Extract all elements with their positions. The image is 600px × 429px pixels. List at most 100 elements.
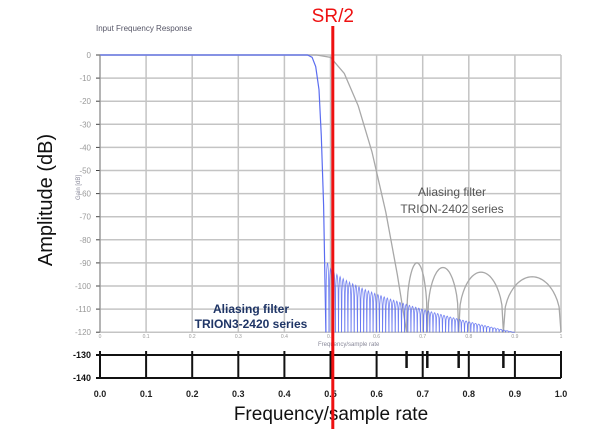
inner-x-tick-label: 0 — [99, 334, 102, 340]
trion-2402-sidelobe — [426, 266, 460, 333]
trion3-2420-sidelobe — [486, 325, 491, 333]
trion3-2420-sidelobe — [397, 301, 402, 333]
inner-x-tick-label: 0.7 — [419, 334, 426, 340]
trion3-2420-sidelobe — [388, 298, 393, 333]
trion3-2420-sidelobe — [347, 280, 352, 333]
trion3-2420-sidelobe — [432, 312, 437, 333]
trion3-2420-sidelobe — [401, 302, 405, 333]
trion3-2420-sidelobe — [344, 279, 349, 333]
y-axis-title: Amplitude (dB) — [35, 134, 57, 266]
trion3-2420-sidelobe — [429, 311, 434, 333]
trion3-2420-sidelobe — [334, 273, 339, 333]
trion3-2420-sidelobe — [505, 330, 509, 333]
trion-2402-passband-curve — [100, 54, 408, 333]
annotation-trion-2402-line2: TRION-2402 series — [400, 202, 503, 216]
trion3-2420-sidelobe — [410, 305, 415, 333]
trion3-2420-sidelobe — [360, 287, 365, 333]
trion3-2420-sidelobe — [501, 329, 506, 333]
y-tick-label: -90 — [79, 259, 91, 268]
inner-y-axis-label: Gain [dB] — [76, 175, 82, 200]
trion3-2420-sidelobe — [426, 310, 431, 333]
y-tick-label: -20 — [79, 97, 91, 106]
trion3-2420-sidelobe — [375, 293, 380, 333]
trion-2402-sidelobe — [405, 262, 428, 333]
inner-x-tick-label: 0.2 — [189, 334, 196, 340]
inner-x-tick-label: 0.6 — [373, 334, 380, 340]
trion3-2420-sidelobe — [420, 308, 424, 333]
x-tick-label: 0.7 — [416, 389, 429, 399]
trion3-2420-sidelobe — [353, 284, 358, 333]
trion3-2420-sidelobe — [508, 331, 513, 333]
trion3-2420-sidelobe — [325, 262, 330, 333]
trion3-2420-sidelobe — [473, 322, 478, 333]
sr-half-marker-label: SR/2 — [312, 6, 354, 27]
trion3-2420-sidelobe — [479, 324, 484, 333]
trion3-2420-sidelobe — [369, 291, 374, 333]
trion3-2420-sidelobe — [435, 313, 440, 333]
trion3-2420-sidelobe — [363, 288, 368, 333]
trion3-2420-sidelobe — [489, 326, 494, 333]
y-tick-label: -40 — [79, 143, 91, 152]
trion3-2420-sidelobe — [357, 285, 361, 333]
trion-2402-sidelobe — [502, 276, 562, 333]
x-tick-label: 0.6 — [370, 389, 383, 399]
trion3-2420-sidelobe — [438, 313, 443, 333]
x-tick-label: 0.5 — [324, 389, 337, 399]
trion3-2420-sidelobe — [341, 277, 346, 333]
trion3-2420-passband-curve — [100, 54, 327, 333]
inner-x-tick-label: 0.9 — [511, 334, 518, 340]
trion3-2420-sidelobe — [445, 315, 450, 333]
x-axis-title: Frequency/sample rate — [234, 404, 428, 425]
trion3-2420-sidelobe — [451, 317, 456, 333]
annotation-trion-2402-line1: Aliasing filter — [418, 185, 486, 199]
trion3-2420-sidelobe — [413, 306, 418, 333]
x-tick-label: 0.0 — [94, 389, 107, 399]
x-tick-label: 0.4 — [278, 389, 291, 399]
chart-title: Input Frequency Response — [96, 24, 193, 33]
trion3-2420-sidelobe — [379, 294, 383, 333]
y-tick-label: -140 — [73, 373, 91, 383]
inner-x-tick-label: 0.3 — [235, 334, 242, 340]
y-tick-label: -10 — [79, 74, 91, 83]
annotation-trion3-2420-line1: Aliasing filter — [213, 302, 289, 316]
trion3-2420-sidelobe — [495, 328, 500, 333]
trion3-2420-sidelobe — [394, 300, 399, 333]
trion3-2420-sidelobe — [442, 314, 446, 333]
trion3-2420-sidelobe — [416, 307, 421, 333]
y-tick-label: -80 — [79, 236, 91, 245]
trion3-2420-sidelobe — [404, 303, 409, 333]
annotation-trion3-2420-line2: TRION3-2420 series — [195, 317, 308, 331]
inner-x-tick-label: 0.5 — [327, 334, 334, 340]
y-tick-label: -100 — [75, 282, 92, 291]
inner-x-tick-label: 0.1 — [143, 334, 150, 340]
trion3-2420-sidelobe — [467, 321, 472, 333]
trion3-2420-sidelobe — [338, 275, 342, 333]
trion3-2420-sidelobe — [448, 316, 453, 333]
trion-2402-sidelobe — [458, 271, 505, 333]
inner-x-axis-label: Frequency/sample rate — [318, 342, 380, 348]
trion3-2420-sidelobe — [470, 322, 475, 333]
trion3-2420-sidelobe — [372, 292, 377, 333]
y-tick-label: -50 — [79, 167, 91, 176]
trion3-2420-sidelobe — [407, 304, 412, 333]
y-tick-label: 0 — [87, 51, 92, 60]
trion3-2420-sidelobe — [385, 297, 390, 333]
trion3-2420-sidelobe — [366, 289, 371, 333]
trion3-2420-sidelobe — [391, 299, 396, 333]
y-tick-label: -110 — [76, 305, 92, 314]
trion3-2420-sidelobe — [460, 319, 465, 333]
trion3-2420-sidelobe — [454, 318, 459, 333]
x-tick-label: 0.9 — [509, 389, 522, 399]
trion3-2420-sidelobe — [498, 328, 503, 333]
trion3-2420-sidelobe — [423, 309, 428, 333]
trion3-2420-sidelobe — [382, 296, 387, 333]
y-tick-label: -30 — [79, 120, 91, 129]
x-tick-label: 0.3 — [232, 389, 245, 399]
trion3-2420-sidelobe — [492, 327, 497, 333]
y-tick-label: -120 — [75, 328, 92, 337]
y-tick-label: -130 — [73, 350, 91, 360]
y-tick-label: -60 — [79, 190, 91, 199]
x-tick-label: 1.0 — [555, 389, 568, 399]
